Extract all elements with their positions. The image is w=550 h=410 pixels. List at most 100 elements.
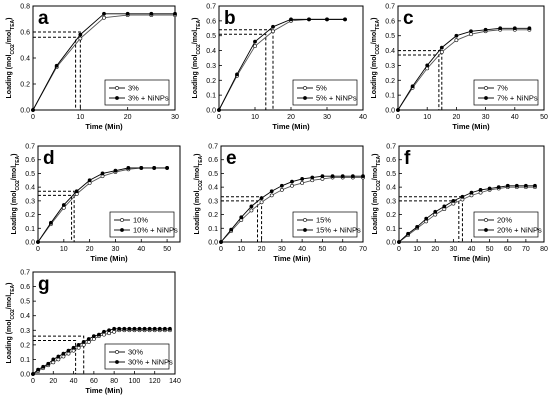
legend-swatch-marker (115, 86, 119, 90)
y-axis-label: Loading (molCO2/molTEA) (6, 283, 16, 364)
y-label-part: /mol (6, 295, 13, 309)
legend-swatch-marker (120, 218, 124, 222)
x-tick-label: 40 (511, 114, 519, 121)
y-tick-label: 0.5 (206, 33, 216, 40)
data-point (112, 326, 117, 331)
y-axis-label: Loading (molCO2/molTEA) (192, 18, 202, 99)
y-label-part: Loading (mol (6, 319, 13, 363)
legend-entry: 7% + NiNPs (497, 94, 538, 103)
x-tick-label: 20 (49, 378, 57, 385)
data-point (469, 29, 473, 34)
panel-letter: b (224, 8, 236, 29)
y-label-subscript: TEA (15, 155, 21, 165)
data-point (102, 15, 106, 20)
data-point (51, 357, 56, 362)
x-tick-label: 20 (124, 114, 132, 121)
data-point (97, 332, 101, 337)
data-point (340, 174, 345, 179)
plot-frame (37, 145, 181, 243)
data-point (425, 63, 430, 68)
x-tick-label: 20 (86, 246, 94, 253)
legend-swatch-marker (115, 360, 119, 364)
data-point (460, 194, 465, 199)
x-tick-label: 50 (540, 114, 548, 121)
y-tick-label: 0.0 (20, 372, 30, 379)
legend-entry: 10% (133, 216, 148, 225)
legend-swatch-marker (303, 86, 307, 90)
x-tick-label: 50 (486, 246, 494, 253)
series-line-1 (32, 329, 170, 375)
y-label-part: /mol (194, 166, 201, 180)
panel-d: 0 10 20 30 40 50 0.0 0.1 0.2 0.3 0.4 0.5 0.6 0.7 Time … (11, 144, 181, 263)
y-tick-label: 0.3 (206, 63, 216, 70)
data-point (439, 50, 444, 54)
legend-box (104, 79, 170, 106)
y-tick-label: 0.8 (20, 4, 30, 11)
data-point (107, 328, 111, 333)
legend-entry: 15% (316, 216, 331, 225)
x-tick-label: 0 (217, 114, 221, 121)
y-tick-label: 0.6 (208, 157, 218, 164)
y-label-part: Loading (mol (11, 190, 18, 234)
panel-letter: c (403, 8, 414, 29)
data-point (410, 84, 415, 89)
data-point (469, 190, 474, 195)
x-tick-label: 20 (287, 114, 295, 121)
x-tick-label: 10 (237, 246, 245, 253)
x-tick-label: 20 (453, 114, 461, 121)
legend-box (292, 211, 358, 238)
y-tick-label: 0.1 (208, 226, 218, 233)
x-tick-label: 0 (31, 378, 35, 385)
y-tick-label: 0.4 (386, 185, 396, 192)
y-tick-label: 0.2 (20, 342, 30, 349)
legend-swatch-marker (484, 218, 488, 222)
panel-letter: a (38, 8, 49, 29)
panel-letter: d (43, 148, 55, 169)
data-point (396, 108, 400, 112)
data-point (454, 38, 459, 43)
y-tick-label: 0.0 (208, 240, 218, 247)
data-point (61, 351, 66, 356)
data-point (127, 326, 132, 331)
data-point (279, 187, 284, 192)
x-axis-label: Time (Min) (85, 122, 123, 131)
legend-entry: 3% + NiNPs (128, 94, 169, 103)
y-tick-label: 0.1 (25, 226, 35, 233)
x-tick-label: 10 (251, 114, 259, 121)
y-label-subscript: CO2 (375, 44, 381, 55)
data-point (137, 326, 142, 331)
x-tick-label: 70 (359, 246, 367, 253)
legend-entry: 30% (128, 348, 143, 357)
data-point (49, 220, 53, 225)
data-point (229, 227, 234, 232)
x-tick-label: 30 (278, 246, 286, 253)
y-tick-label: 0.7 (20, 270, 30, 277)
x-axis-label: Time (Min) (90, 254, 128, 263)
y-label-subscript: TEA (375, 19, 381, 29)
data-point (113, 168, 118, 173)
data-point (86, 337, 91, 341)
y-tick-label: 0.6 (206, 18, 216, 25)
legend-entry: 3% (128, 84, 139, 93)
series-line-1 (397, 29, 530, 111)
data-point (259, 196, 264, 201)
y-tick-label: 0.2 (386, 212, 396, 219)
data-point (343, 17, 347, 22)
y-label-subscript: CO2 (15, 180, 21, 191)
data-point (249, 204, 254, 209)
guide-line (219, 29, 274, 110)
legend-box (473, 211, 539, 238)
data-point (325, 17, 329, 22)
data-point (125, 11, 130, 16)
x-tick-label: 0 (36, 246, 40, 253)
data-point (36, 240, 40, 244)
legend-box (104, 343, 170, 370)
x-tick-label: 10 (423, 114, 431, 121)
legend-entry: 10% + NiNPs (133, 226, 178, 235)
panel-a: 0 10 20 30 0.0 0.2 0.4 0.6 0.8 Time (Min) Loading … (6, 4, 179, 132)
data-point (54, 63, 59, 68)
data-point (173, 11, 177, 16)
y-axis-label: Loading (molCO2/molTEA) (6, 18, 16, 99)
y-axis-label: Loading (molCO2/molTEA) (371, 18, 381, 99)
